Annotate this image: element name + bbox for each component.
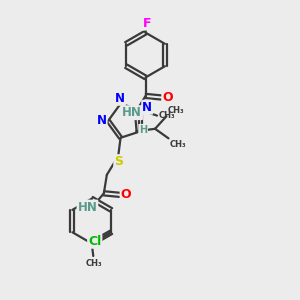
Text: CH₃: CH₃ — [85, 259, 102, 268]
Text: H: H — [139, 125, 147, 135]
Text: F: F — [143, 16, 151, 30]
Text: CH₃: CH₃ — [168, 106, 184, 115]
Text: S: S — [114, 155, 123, 168]
Text: HN: HN — [122, 106, 142, 119]
Text: CH₃: CH₃ — [158, 111, 175, 120]
Text: O: O — [162, 91, 173, 104]
Text: N: N — [97, 114, 106, 127]
Text: Cl: Cl — [88, 235, 101, 248]
Text: HN: HN — [77, 201, 98, 214]
Text: N: N — [115, 92, 125, 105]
Text: CH₃: CH₃ — [170, 140, 186, 148]
Text: O: O — [121, 188, 131, 201]
Text: N: N — [142, 101, 152, 114]
